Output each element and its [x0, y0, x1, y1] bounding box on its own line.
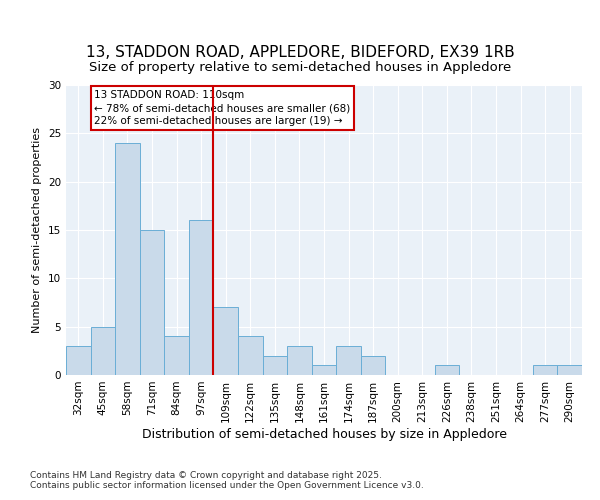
Bar	[140, 230, 164, 375]
Bar	[66, 346, 91, 375]
Bar	[115, 143, 140, 375]
Y-axis label: Number of semi-detached properties: Number of semi-detached properties	[32, 127, 43, 333]
Text: 13 STADDON ROAD: 110sqm
← 78% of semi-detached houses are smaller (68)
22% of se: 13 STADDON ROAD: 110sqm ← 78% of semi-de…	[94, 90, 350, 126]
Bar	[533, 366, 557, 375]
Bar	[557, 366, 582, 375]
Bar	[263, 356, 287, 375]
Text: Contains HM Land Registry data © Crown copyright and database right 2025.
Contai: Contains HM Land Registry data © Crown c…	[30, 470, 424, 490]
Bar	[287, 346, 312, 375]
Text: Size of property relative to semi-detached houses in Appledore: Size of property relative to semi-detach…	[89, 60, 511, 74]
Text: 13, STADDON ROAD, APPLEDORE, BIDEFORD, EX39 1RB: 13, STADDON ROAD, APPLEDORE, BIDEFORD, E…	[86, 45, 514, 60]
Bar	[434, 366, 459, 375]
Bar	[164, 336, 189, 375]
Bar	[91, 326, 115, 375]
Bar	[238, 336, 263, 375]
Bar	[214, 308, 238, 375]
Bar	[336, 346, 361, 375]
Bar	[189, 220, 214, 375]
X-axis label: Distribution of semi-detached houses by size in Appledore: Distribution of semi-detached houses by …	[142, 428, 506, 440]
Bar	[312, 366, 336, 375]
Bar	[361, 356, 385, 375]
